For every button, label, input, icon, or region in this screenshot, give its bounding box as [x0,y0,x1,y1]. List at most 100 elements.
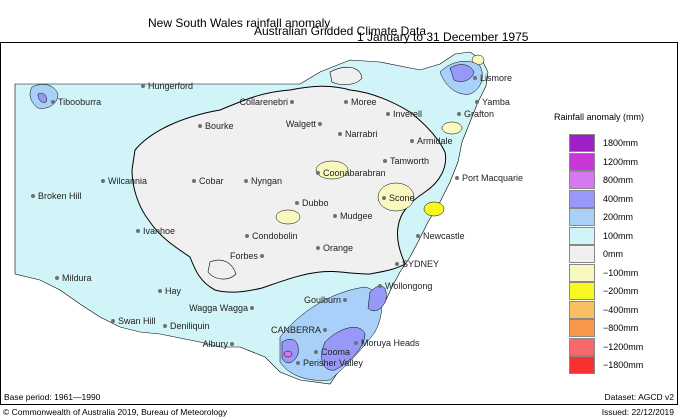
legend-swatch [569,152,595,171]
town-dot [378,284,382,288]
town-dot [343,298,347,302]
town-dot [111,319,115,323]
legend-label: 200mm [603,212,634,222]
town-dot [457,112,461,116]
anomaly-zone-0mm-west [207,259,237,280]
town-label: Deniliquin [170,321,210,331]
town-label: Collarenebri [239,97,288,107]
legend-swatch [569,263,595,282]
town-marker: Cobar [192,176,224,186]
town-label: Perisher Valley [303,358,363,368]
anomaly-zone-400mm-coast-south [321,327,366,371]
town-label: Hay [165,286,182,296]
town-marker: Deniliquin [163,321,210,331]
legend-swatch [569,134,595,152]
town-label: Cobar [199,176,224,186]
legend-label: −400mm [603,304,639,315]
town-marker: Wilcannia [101,176,147,186]
map-frame [0,42,678,405]
town-label: Hungerford [148,81,193,91]
town-marker: SYDNEY [395,259,439,269]
town-marker: Narrabri [338,129,378,139]
town-label: Mildura [62,273,92,283]
town-dot [416,234,420,238]
legend-swatch [569,208,595,226]
town-dot [318,122,322,126]
town-label: Swan Hill [118,316,156,326]
town-label: Lismore [480,73,512,83]
town-label: Inverell [393,109,422,119]
town-marker: Yamba [475,97,510,107]
town-marker: Inverell [386,109,422,119]
town-label: Narrabri [345,129,378,139]
town-label: Forbes [230,251,259,261]
town-marker: Dubbo [295,198,329,208]
town-marker: Scone [382,193,415,203]
rainfall-anomaly-map: Hungerford Tibooburra Collarenebri Moree Lis… [14,51,523,385]
town-dot [323,328,327,332]
legend-label: 400mm [603,193,634,204]
anomaly-zone-400mm-northeast [449,64,475,82]
anomaly-zone-minus100-coonabarabran [315,160,349,180]
town-marker: Mildura [55,273,92,283]
town-dot [163,324,167,328]
town-label: Tibooburra [58,97,101,107]
town-dot [245,234,249,238]
town-dot [198,124,202,128]
dataset-label: Dataset: AGCD v2 [604,392,674,402]
town-dot [383,159,387,163]
town-dot [475,100,479,104]
town-label: Broken Hill [38,191,82,201]
legend-label: 1800mm [603,138,639,148]
town-dot [250,306,254,310]
title-dataset: Australian Gridded Climate Data [253,24,427,38]
town-dot [316,171,320,175]
town-marker: Coonabarabran [316,168,386,178]
anomaly-zone-0mm-north [329,66,363,85]
town-label: CANBERRA [271,325,321,335]
town-dot [344,100,348,104]
town-marker: Wagga Wagga [189,303,254,313]
town-label: Yamba [482,97,510,107]
legend-label: 800mm [603,175,634,185]
town-label: Armidale [417,136,453,146]
legend-label: −200mm [603,286,639,296]
town-label: Moree [351,97,377,107]
town-dot [260,254,264,258]
town-marker: Bourke [198,121,234,131]
town-dot [314,350,318,354]
title-period: 1 January to 31 December 1975 [357,30,529,44]
anomaly-zone-0mm [131,85,447,293]
town-dot [55,276,59,280]
town-marker: Tibooburra [51,97,101,107]
town-dot [354,341,358,345]
town-label: Dubbo [302,198,329,208]
town-dot [51,100,55,104]
legend-label: −1800mm [603,360,644,370]
legend-label: 0mm [603,249,623,259]
legend-swatch [569,226,595,245]
town-marker: Broken Hill [31,191,82,201]
title-region: New South Wales rainfall anomaly [148,16,331,30]
town-dot [338,132,342,136]
legend-label: 1200mm [603,156,639,167]
town-marker: Hungerford [141,81,193,91]
town-markers: Hungerford Tibooburra Collarenebri Moree Lis… [31,73,523,368]
town-label: Moruya Heads [361,338,420,348]
legend-swatch [569,337,595,356]
town-marker: Moruya Heads [354,338,420,348]
town-marker: Nyngan [244,176,282,186]
town-marker: Tamworth [383,156,429,166]
town-dot [410,139,414,143]
anomaly-zone-800mm-perisher [283,350,293,358]
town-dot [230,342,234,346]
town-marker: Armidale [410,136,453,146]
town-label: Tamworth [390,156,429,166]
town-dot [386,112,390,116]
town-marker: Perisher Valley [296,358,363,368]
anomaly-zone-minus100-armidale [441,121,463,135]
town-marker: Port Macquarie [455,173,523,183]
legend-label: −800mm [603,323,639,333]
town-label: Bourke [205,121,234,131]
town-label: Wagga Wagga [189,303,248,313]
